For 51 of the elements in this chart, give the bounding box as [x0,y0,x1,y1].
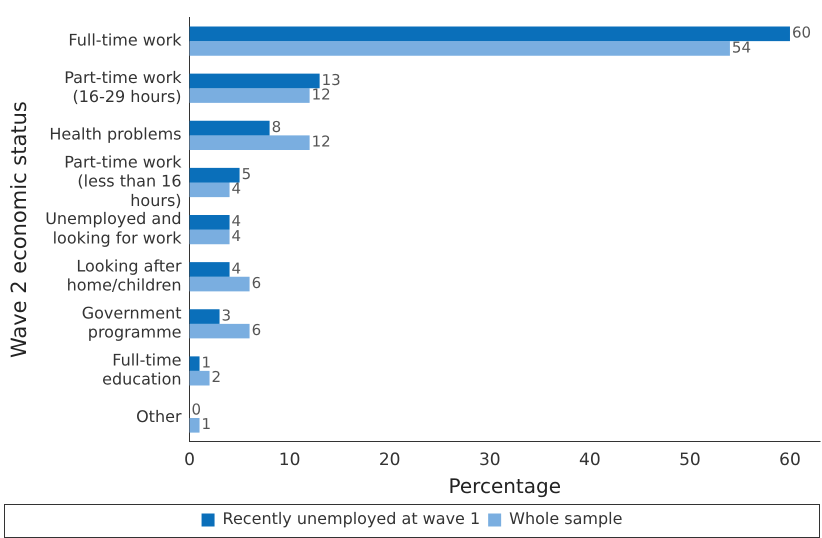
data-label: 5 [242,165,252,184]
bar [190,26,790,42]
legend-label: Recently unemployed at wave 1 [222,509,480,528]
y-tick-label: Health problems [49,124,182,144]
y-tick-label: Other [136,407,182,426]
bar [190,276,250,292]
data-label: 54 [732,38,752,56]
y-tick-label: Government programme [82,303,182,342]
data-label: 6 [252,321,262,340]
y-tick-label: Part-time work (16-29 hours) [64,68,182,106]
data-label: 1 [202,415,212,434]
y-tick-label: Part-time work (less than 16 hours) [64,152,182,210]
x-tick-label: 0 [184,450,195,470]
bar [190,309,220,324]
data-label: 3 [222,306,232,324]
x-tick-label: 20 [378,450,400,470]
bar [190,214,230,230]
data-label: 0 [192,400,202,419]
bar [190,262,230,277]
x-tick-label: 30 [478,450,501,470]
y-tick-label: Looking after home/children [66,256,182,294]
y-tick-label: Full-time education [102,350,182,389]
bar [190,120,270,136]
data-label: 4 [232,180,242,198]
data-label: 2 [212,368,222,386]
bar [190,182,230,198]
bar [190,74,320,88]
data-label: 8 [272,118,282,136]
bar [190,88,310,103]
x-tick-label: 40 [579,450,601,470]
data-label: 60 [792,24,812,42]
data-label: 1 [202,354,212,372]
bar [190,135,310,150]
bar [190,168,240,182]
bar [190,41,730,56]
bar [190,418,200,433]
bar [190,356,200,371]
legend-label: Whole sample [509,509,622,528]
bar [190,230,230,244]
y-tick-label: Unemployed and looking for work [45,209,182,248]
x-axis-title: Percentage [448,474,562,498]
data-label: 6 [252,274,262,292]
bar [190,324,250,338]
x-tick-label: 10 [278,450,300,470]
y-axis-title: Wave 2 economic status [7,101,32,358]
x-tick-label: 60 [779,450,801,470]
x-tick-label: 50 [679,450,701,470]
y-tick-label: Full-time work [68,30,182,50]
data-label: 12 [312,132,331,151]
data-label: 4 [232,259,242,278]
bar [190,370,210,386]
